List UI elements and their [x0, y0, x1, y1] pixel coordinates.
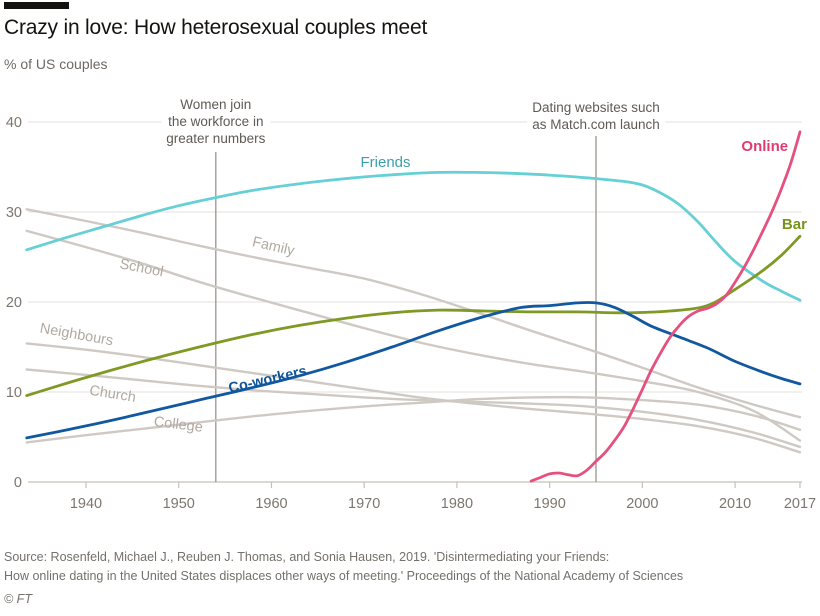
annotation-line: the workforce in [168, 114, 264, 129]
annotation-dating-websites: Dating websites such as Match.com launch [527, 99, 665, 133]
chart-subtitle: % of US couples [4, 56, 108, 72]
annotation-line: as Match.com launch [532, 117, 660, 132]
x-tick-label-2000: 2000 [626, 496, 658, 512]
series-line-college [25, 395, 802, 444]
chart-title: Crazy in love: How heterosexual couples … [4, 16, 428, 39]
x-tick-label-1970: 1970 [348, 496, 380, 512]
series-label-friends: Friends [360, 154, 410, 171]
x-tick-label-1980: 1980 [441, 496, 473, 512]
series-line-family [25, 208, 802, 419]
series-label-family: Family [251, 234, 297, 259]
x-tick-label-2017: 2017 [784, 496, 816, 512]
x-tick-label-1940: 1940 [70, 496, 102, 512]
series-line-church [25, 368, 802, 449]
series-line-bar [25, 234, 802, 397]
y-tick-label-10: 10 [6, 385, 22, 401]
y-tick-label-0: 0 [14, 475, 22, 491]
series-label-online: Online [741, 138, 788, 155]
source-line-1: Source: Rosenfeld, Michael J., Reuben J.… [4, 550, 610, 564]
ft-brand-bar [4, 2, 69, 9]
source-line-2: How online dating in the United States d… [4, 569, 684, 583]
y-tick-label-40: 40 [6, 115, 22, 131]
series-label-school: School [118, 256, 165, 280]
y-tick-label-20: 20 [6, 295, 22, 311]
series-line-coworkers [25, 301, 802, 440]
series-line-online [529, 130, 802, 483]
x-tick-label-1950: 1950 [163, 496, 195, 512]
x-tick-label-1960: 1960 [255, 496, 287, 512]
series-label-church: Church [88, 383, 137, 406]
ft-copyright: © FT [4, 592, 32, 606]
annotation-women-workforce: Women join the workforce in greater numb… [161, 96, 271, 147]
annotation-line: Women join [180, 97, 252, 112]
x-tick-label-1990: 1990 [534, 496, 566, 512]
series-line-neighbours [25, 342, 802, 454]
series-label-bar: Bar [782, 216, 807, 233]
series-line-friends [25, 170, 802, 302]
annotation-line: greater numbers [166, 131, 266, 146]
series-line-school [25, 229, 802, 442]
series-label-college: College [153, 414, 204, 436]
chart-footer: Source: Rosenfeld, Michael J., Reuben J.… [4, 548, 816, 606]
x-tick-label-2010: 2010 [719, 496, 751, 512]
y-tick-label-30: 30 [6, 205, 22, 221]
annotation-line: Dating websites such [532, 100, 660, 115]
